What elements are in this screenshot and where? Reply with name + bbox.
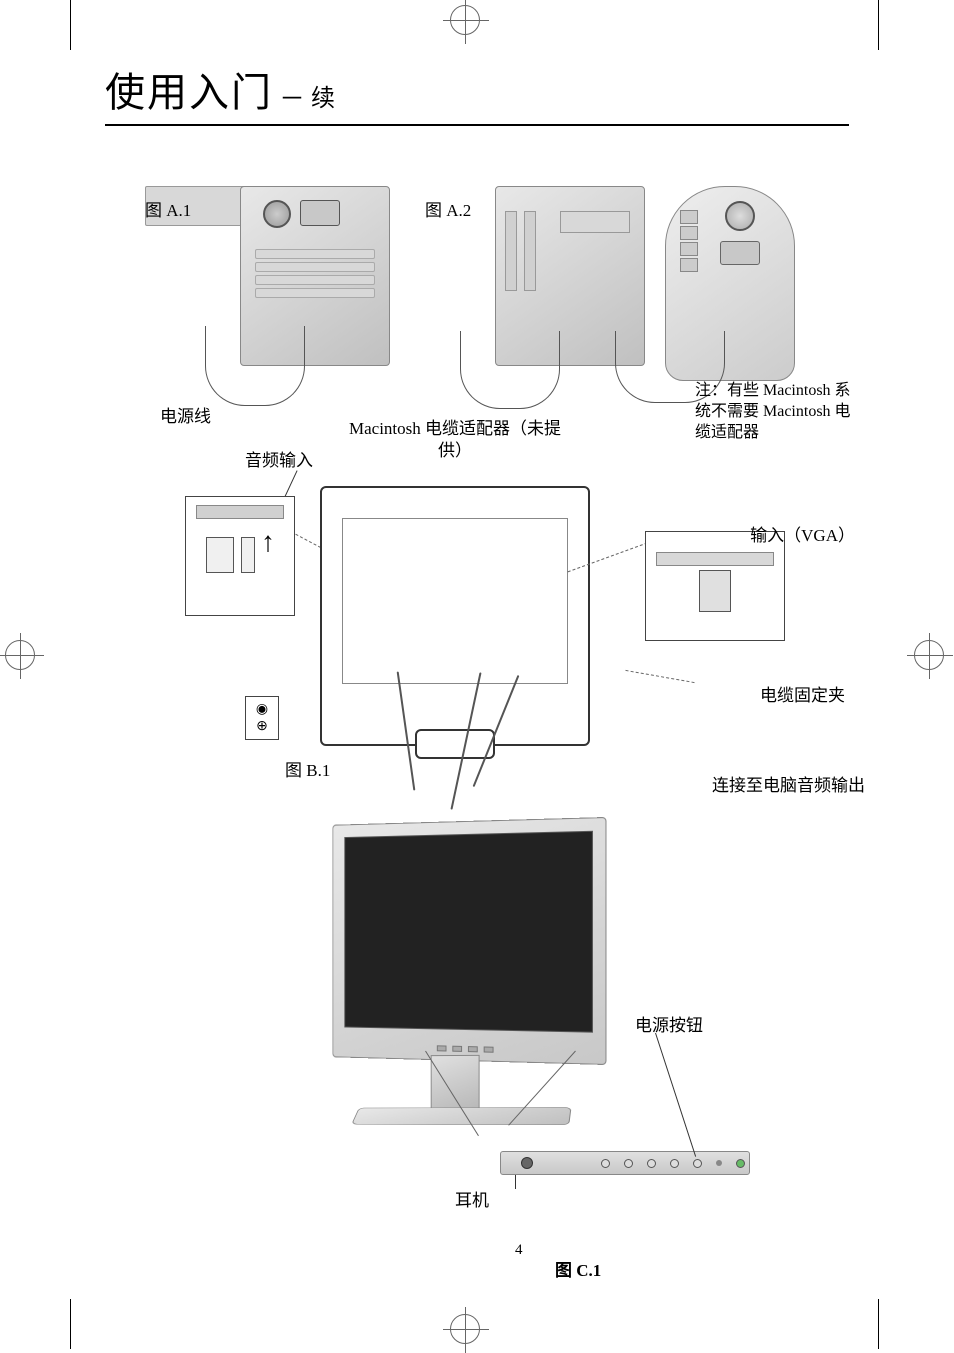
crop-mark bbox=[70, 0, 71, 50]
port-column bbox=[524, 211, 536, 291]
port bbox=[680, 226, 698, 240]
osd-button-icon bbox=[601, 1159, 610, 1168]
crop-mark bbox=[70, 1299, 71, 1349]
bezel-button bbox=[468, 1046, 478, 1052]
monitor-stand-icon bbox=[415, 729, 495, 759]
leader-line bbox=[655, 1033, 696, 1157]
page-title-main: 使用入门 bbox=[105, 60, 273, 118]
page-title-dash: – bbox=[283, 73, 301, 115]
page-title-block: 使用入门 – 续 bbox=[105, 60, 849, 126]
monitor-back-icon bbox=[320, 486, 590, 746]
power-sockets-icon bbox=[300, 200, 340, 226]
vga-connector-icon bbox=[699, 570, 731, 612]
monitor-stand-neck bbox=[431, 1055, 480, 1110]
bezel-button bbox=[437, 1045, 447, 1051]
dashed-leader bbox=[625, 670, 694, 683]
slot bbox=[255, 288, 375, 298]
pc-slots bbox=[255, 246, 375, 316]
headphone-jack-detail-icon: ◉⊕ bbox=[245, 696, 279, 740]
cable-icon bbox=[205, 326, 305, 406]
vga-inset-detail bbox=[645, 531, 785, 641]
fan-icon bbox=[725, 201, 755, 231]
bezel-buttons bbox=[437, 1045, 494, 1052]
up-arrow-icon: ↑ bbox=[261, 527, 275, 559]
osd-button-icon bbox=[693, 1159, 702, 1168]
power-button-icon bbox=[736, 1159, 745, 1168]
cable-icon bbox=[460, 331, 560, 409]
figure-c1-label: 图 C.1 bbox=[555, 1256, 601, 1281]
monitor-screen bbox=[344, 831, 593, 1033]
crop-mark bbox=[878, 0, 879, 50]
power-button-label: 电源按钮 bbox=[635, 1011, 703, 1036]
panel-strip bbox=[656, 552, 774, 566]
audio-out-label: 连接至电脑音频输出 bbox=[712, 771, 865, 796]
figure-a1-label: 图 A.1 bbox=[145, 196, 191, 221]
figure-b1-label: 图 B.1 bbox=[285, 756, 330, 781]
figure-b1: 音频输入 ↑ bbox=[185, 446, 805, 816]
power-cord-label: 电源线 bbox=[160, 406, 211, 428]
registration-mark-icon bbox=[5, 640, 35, 670]
connector-icon bbox=[206, 537, 234, 573]
pc-ports bbox=[505, 211, 555, 311]
cable-clamp-label: 电缆固定夹 bbox=[760, 681, 845, 706]
port bbox=[680, 258, 698, 272]
led-icon bbox=[716, 1160, 722, 1166]
bezel-button bbox=[484, 1046, 494, 1052]
osd-button-icon bbox=[647, 1159, 656, 1168]
mac-note-label: 注：有些 Macintosh 系统不需要 Macintosh 电缆适配器 bbox=[695, 381, 855, 443]
audio-in-label: 音频输入 bbox=[245, 446, 313, 471]
headphone-jack-icon bbox=[521, 1157, 533, 1169]
port bbox=[680, 210, 698, 224]
fan-icon bbox=[263, 200, 291, 228]
mac-ports bbox=[680, 208, 710, 288]
headphone-label: 耳机 bbox=[455, 1186, 489, 1211]
osd-button-icon bbox=[624, 1159, 633, 1168]
figure-a2-label: 图 A.2 bbox=[425, 196, 471, 221]
crop-mark bbox=[878, 1299, 879, 1349]
port-column bbox=[505, 211, 517, 291]
registration-mark-icon bbox=[450, 1314, 480, 1344]
button-panel-detail bbox=[500, 1151, 750, 1175]
registration-mark-icon bbox=[914, 640, 944, 670]
port bbox=[680, 242, 698, 256]
page-title-sub: 续 bbox=[311, 78, 335, 113]
page-content: 使用入门 – 续 图 A.1 电源线 图 A.2 bbox=[105, 60, 849, 1289]
osd-button-icon bbox=[670, 1159, 679, 1168]
power-sockets-icon bbox=[720, 241, 760, 265]
monitor-back-inner bbox=[342, 518, 568, 684]
bezel-button bbox=[452, 1046, 462, 1052]
page-number: 4 bbox=[515, 1242, 523, 1259]
connector-icon bbox=[241, 537, 255, 573]
audio-inset-detail: ↑ bbox=[185, 496, 295, 616]
slot bbox=[255, 249, 375, 259]
pc-top-panel bbox=[560, 211, 630, 233]
figure-c1: 电源按钮 耳机 图 C.1 4 bbox=[285, 821, 785, 1241]
figure-a1: 图 A.1 电源线 bbox=[145, 186, 425, 226]
slot bbox=[255, 262, 375, 272]
panel-strip bbox=[196, 505, 284, 519]
slot bbox=[255, 275, 375, 285]
leader-line bbox=[515, 1175, 516, 1189]
registration-mark-icon bbox=[450, 5, 480, 35]
vga-input-label: 输入（VGA） bbox=[750, 521, 855, 546]
monitor-front-icon bbox=[332, 817, 606, 1065]
